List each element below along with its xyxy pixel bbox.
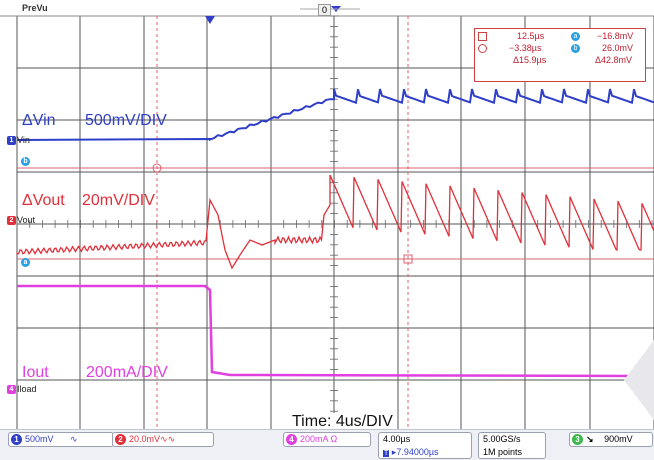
trigger-slope-icon: ↘ [586,434,594,444]
vout-scale-label: 20mV/DIV [82,192,155,209]
trigger-level-value: 900mV [604,434,633,444]
ch2-ground-marker[interactable]: 2 [7,216,16,225]
cursor-1-icon [478,32,487,41]
timebase-readout[interactable]: 4.00µs T ▸7.94000µs [378,432,472,459]
iout-channel-label: Iout [22,364,49,381]
trigger-source-badge-icon: 3 [572,434,583,445]
cursor-v2-value: 26.0mV [602,43,634,53]
ch2-scale-value: 20.0mV [129,434,161,444]
ch2-scale-readout[interactable]: 2 20.0mV∿∿ [112,432,214,447]
cursor-dt-value: Δ15.9µs [513,55,547,65]
ch1-scale-readout[interactable]: 1 500mV ∿ [8,432,114,447]
vout-tag: Vout [17,215,36,225]
vout-waveform [16,174,654,270]
ch1-badge-icon: 1 [11,434,22,445]
trigger-time-marker [205,16,215,24]
cursor-a-marker-vout[interactable]: a [21,258,30,267]
cursor-b-badge-icon: b [571,44,580,53]
timebase-value: 4.00µs [383,434,411,444]
vin-channel-label: ΔVin [22,112,56,129]
vin-tag: Vin [17,135,30,145]
cursor-1-handle [403,254,413,264]
cursor-t2-value: −3.38µs [509,43,542,53]
cursor-dv-value: Δ42.8mV [595,55,633,65]
vout-channel-label: ΔVout [22,192,65,209]
iload-tag: Iload [17,384,37,394]
vin-scale-label: 500mV/DIV [85,112,167,129]
trigger-offset-row: T ▸7.94000µs [379,446,471,460]
cursor-2-handle [152,163,162,173]
trigger-position-marker[interactable]: 0 [318,4,332,16]
time-per-div-label: Time: 4us/DIV [292,413,393,431]
ch4-badge-icon: 4 [286,434,297,445]
record-length-value: 1M points [483,447,523,457]
acquisition-readout[interactable]: 5.00GS/s 1M points [478,432,546,459]
ch4-coupling-icon: Ω [330,434,338,444]
iout-waveform [17,284,654,378]
prevu-label: PreVu [22,3,48,13]
cursor-t1-value: 12.5µs [517,31,545,41]
sample-rate-value: 5.00GS/s [483,434,521,444]
cursor-a-badge-icon: a [571,32,580,41]
cursor-readout-panel: 12.5µs −3.38µs Δ15.9µs a b −16.8mV 26.0m… [474,28,646,82]
ch2-coupling-icon: ∿∿ [160,434,176,444]
cursor-b-marker-vin[interactable]: b [21,157,30,166]
trigger-offset-value: ▸7.94000µs [391,447,439,457]
ch4-ground-marker[interactable]: 4 [7,385,16,394]
ch4-scale-value: 200mA [300,434,329,444]
ch1-scale-value: 500mV [25,434,54,444]
trigger-readout[interactable]: 3 ↘ 900mV [569,432,653,447]
status-bar: 1 500mV ∿ 2 20.0mV∿∿ 4 200mA Ω 4.00µs T ▸7.… [0,429,654,460]
corner-overlay-shape [624,340,654,420]
ch1-coupling-icon: ∿ [70,434,78,444]
ch1-ground-marker[interactable]: 1 [7,136,16,145]
cursor-v1-value: −16.8mV [597,31,634,41]
iout-scale-label: 200mA/DIV [86,364,168,381]
cursor-2-icon [478,44,487,53]
trigger-t-icon: T [383,450,390,457]
vin-waveform [16,88,654,142]
ch4-scale-readout[interactable]: 4 200mA Ω [283,432,371,447]
ch2-badge-icon: 2 [115,434,126,445]
